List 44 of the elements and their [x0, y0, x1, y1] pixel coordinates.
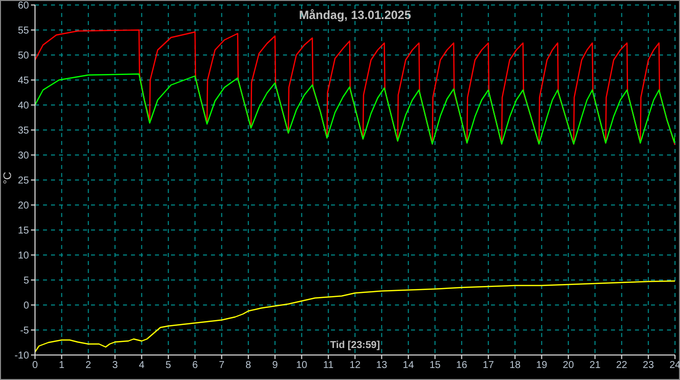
x-tick-label: 2 [86, 360, 92, 372]
y-tick-label: 10 [18, 250, 30, 262]
line-series [35, 280, 675, 353]
x-tick-label: 10 [296, 360, 308, 372]
x-tick-label: 12 [349, 360, 361, 372]
y-tick-label: 25 [18, 176, 30, 187]
y-axis-title: °C [2, 172, 14, 184]
x-tick-label: 13 [376, 360, 388, 372]
x-tick-label: 9 [272, 360, 278, 372]
x-tick-label: 5 [166, 360, 172, 372]
x-tick-label: 11 [323, 360, 334, 372]
x-tick-label: 16 [456, 360, 468, 372]
y-tick-label: 55 [18, 26, 30, 37]
y-tick-label: -10 [14, 350, 30, 362]
y-tick-label: 60 [18, 0, 30, 12]
x-tick-label: 18 [509, 360, 521, 372]
y-tick-label: 40 [18, 100, 30, 112]
x-tick-label: 21 [589, 360, 601, 372]
x-tick-label: 15 [429, 360, 441, 372]
y-tick-label: 45 [18, 76, 30, 87]
x-tick-label: 3 [112, 360, 118, 372]
x-tick-label: 17 [482, 360, 494, 372]
x-axis-title: Tid [23:59] [329, 340, 381, 351]
line-series [35, 73, 675, 145]
y-tick-label: 15 [18, 226, 30, 237]
y-tick-label: 35 [18, 126, 30, 137]
x-tick-label: 22 [616, 360, 628, 372]
x-tick-label: 7 [218, 360, 225, 372]
x-tick-label: 4 [138, 360, 145, 372]
x-tick-label: 8 [246, 360, 252, 372]
y-tick-label: 30 [18, 150, 30, 162]
y-tick-label: -5 [20, 326, 30, 337]
y-tick-label: 50 [18, 50, 30, 62]
x-tick-label: 19 [536, 360, 548, 372]
chart-title: Måndag, 13.01.2025 [298, 8, 412, 22]
x-tick-label: 20 [562, 360, 574, 372]
y-tick-label: 0 [23, 300, 30, 312]
y-tick-label: 5 [23, 276, 30, 287]
x-tick-label: 14 [402, 360, 414, 372]
x-tick-label: 0 [32, 360, 38, 372]
y-tick-label: 20 [18, 200, 30, 212]
x-tick-label: 1 [58, 360, 65, 372]
x-tick-label: 6 [192, 360, 198, 372]
x-tick-label: 23 [642, 360, 654, 372]
